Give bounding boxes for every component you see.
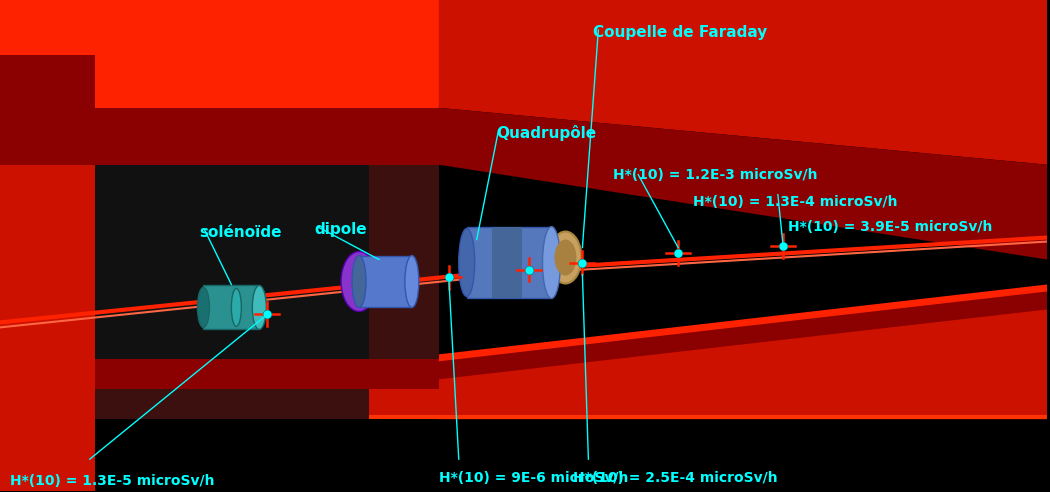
Polygon shape: [439, 108, 1047, 259]
Polygon shape: [369, 108, 439, 165]
Polygon shape: [466, 227, 551, 299]
Polygon shape: [0, 0, 439, 108]
Ellipse shape: [352, 255, 366, 308]
Polygon shape: [94, 359, 439, 419]
Polygon shape: [439, 0, 1047, 165]
Text: H*(10) = 1.2E-3 microSv/h: H*(10) = 1.2E-3 microSv/h: [613, 168, 818, 182]
Ellipse shape: [549, 232, 582, 283]
Text: H*(10) = 9E-6 microSv/h: H*(10) = 9E-6 microSv/h: [439, 471, 628, 485]
Text: H*(10) = 1.3E-5 microSv/h: H*(10) = 1.3E-5 microSv/h: [9, 474, 214, 488]
Polygon shape: [439, 415, 1047, 419]
Polygon shape: [439, 0, 1047, 25]
Text: H*(10) = 1.3E-4 microSv/h: H*(10) = 1.3E-4 microSv/h: [693, 195, 898, 209]
Polygon shape: [0, 0, 94, 491]
Ellipse shape: [252, 285, 267, 329]
Polygon shape: [0, 0, 369, 95]
Polygon shape: [94, 359, 439, 389]
Polygon shape: [439, 289, 1047, 379]
Ellipse shape: [405, 255, 419, 308]
Polygon shape: [94, 389, 369, 419]
Text: H*(10) = 2.5E-4 microSv/h: H*(10) = 2.5E-4 microSv/h: [573, 471, 778, 485]
Polygon shape: [204, 285, 259, 329]
Polygon shape: [94, 165, 369, 359]
Text: dipole: dipole: [314, 221, 366, 237]
Ellipse shape: [554, 240, 576, 276]
Ellipse shape: [197, 287, 209, 327]
Ellipse shape: [341, 251, 377, 311]
Polygon shape: [0, 0, 94, 25]
Polygon shape: [369, 165, 439, 359]
Ellipse shape: [459, 229, 475, 297]
Text: Quadrupôle: Quadrupôle: [497, 125, 596, 141]
Polygon shape: [439, 289, 1047, 419]
Polygon shape: [491, 227, 522, 299]
Polygon shape: [369, 108, 439, 359]
Text: Coupelle de Faraday: Coupelle de Faraday: [593, 25, 768, 40]
Ellipse shape: [231, 288, 242, 326]
Polygon shape: [0, 55, 94, 165]
Polygon shape: [0, 108, 439, 165]
Text: solénoïde: solénoïde: [200, 224, 282, 240]
Polygon shape: [439, 284, 1047, 361]
Polygon shape: [439, 165, 1047, 359]
Ellipse shape: [543, 227, 561, 299]
Polygon shape: [94, 415, 439, 419]
Text: H*(10) = 3.9E-5 microSv/h: H*(10) = 3.9E-5 microSv/h: [788, 219, 992, 234]
Polygon shape: [359, 255, 412, 308]
